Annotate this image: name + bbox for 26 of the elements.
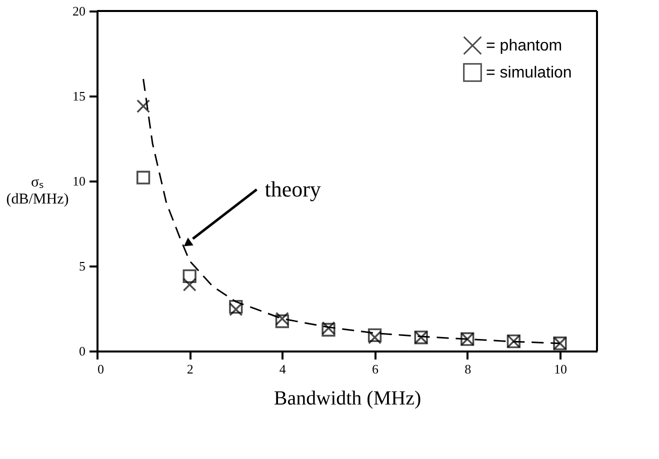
point [229,300,243,314]
legend-label: = simulation [486,64,572,82]
point [229,302,243,316]
y-tick-label: 0 [79,344,86,358]
y-tick-label: 20 [72,4,86,18]
y-tick-label: 10 [72,174,86,188]
annotation: theory [264,176,321,202]
point [182,269,196,284]
x-tick-label: 10 [554,362,567,376]
x-tick-label: 0 [98,362,104,376]
x-tick-label: 2 [186,362,194,376]
point [368,330,382,344]
point [275,314,289,328]
legend-label: = phantom [486,38,562,54]
point [368,328,382,342]
point [136,99,150,114]
point [136,170,150,184]
y-axis-title: σₛ (dB/MHz) [6,174,69,208]
x-tick-label: 8 [464,362,472,376]
point [182,278,196,292]
x-axis-title: Bandwidth (MHz) [274,388,422,410]
y-tick-label: 5 [79,258,86,274]
point [275,312,289,326]
x-tick-label: 4 [279,362,286,376]
y-tick-label: 15 [72,88,86,104]
x-tick-label: 6 [372,362,380,376]
